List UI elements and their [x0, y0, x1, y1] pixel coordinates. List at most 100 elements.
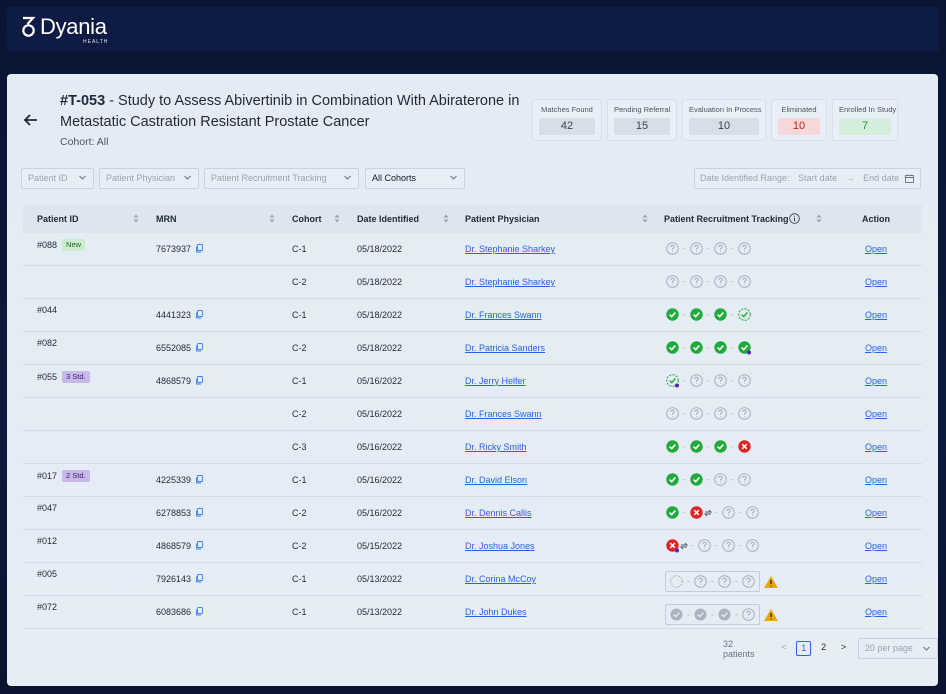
recruitment-tracking[interactable]: ---	[665, 604, 779, 625]
open-link[interactable]: Open	[865, 607, 888, 617]
sort-icon[interactable]	[269, 213, 275, 224]
completed-step-icon	[666, 341, 679, 354]
recruitment-tracking[interactable]: ---	[665, 307, 752, 322]
recruitment-tracking[interactable]: ---	[665, 406, 752, 421]
open-link[interactable]: Open	[865, 508, 888, 518]
col-physician[interactable]: Patient Physician	[465, 214, 540, 224]
step-separator: -	[735, 577, 738, 586]
pending-step-icon	[690, 242, 703, 255]
step-separator: -	[715, 541, 718, 550]
physician-link[interactable]: Dr. David Elson	[465, 475, 528, 485]
physician-link[interactable]: Dr. Ricky Smith	[465, 442, 527, 452]
physician-filter[interactable]: Patient Physician	[99, 168, 199, 189]
open-link[interactable]: Open	[865, 244, 888, 254]
tracking-box: ---	[665, 571, 760, 592]
copy-icon[interactable]	[195, 574, 203, 583]
info-icon[interactable]	[789, 213, 800, 224]
recruitment-tracking[interactable]: ---	[665, 505, 760, 520]
physician-link[interactable]: Dr. Corina McCoy	[465, 574, 537, 584]
start-date-input[interactable]: Start date	[798, 173, 838, 183]
cohort-cell: C-2	[292, 508, 307, 518]
sort-icon[interactable]	[443, 213, 449, 224]
chevron-down-icon	[450, 175, 457, 180]
sort-icon[interactable]	[133, 213, 139, 224]
recruitment-tracking[interactable]: ---	[665, 538, 760, 553]
physician-link[interactable]: Dr. Jerry Helfer	[465, 376, 526, 386]
col-cohort[interactable]: Cohort	[292, 214, 322, 224]
sort-icon[interactable]	[816, 213, 822, 224]
patient-id-cell: #044	[37, 305, 57, 315]
dyania-logo[interactable]: Dyania HEALTH	[21, 16, 107, 45]
recruitment-tracking[interactable]: ---	[665, 340, 752, 355]
col-date[interactable]: Date Identified	[357, 214, 420, 224]
recruitment-tracking[interactable]: ---	[665, 571, 779, 592]
physician-link[interactable]: Dr. Stephanie Sharkey	[465, 277, 556, 287]
copy-icon[interactable]	[195, 244, 203, 253]
stat-value: 15	[614, 118, 670, 135]
end-date-input[interactable]: End date	[863, 173, 900, 183]
step-separator: -	[707, 475, 710, 484]
physician-link[interactable]: Dr. John Dukes	[465, 607, 527, 617]
copy-icon[interactable]	[195, 508, 203, 517]
open-link[interactable]: Open	[865, 475, 888, 485]
open-link[interactable]: Open	[865, 541, 888, 551]
col-tracking[interactable]: Patient Recruitment Tracking	[664, 214, 789, 224]
cohort-select[interactable]: All Cohorts	[365, 168, 465, 189]
patient-id: #055	[37, 372, 58, 382]
physician-link[interactable]: Dr. Joshua Jones	[465, 541, 535, 551]
stat-card[interactable]: Pending Referral 15	[607, 99, 677, 141]
recruitment-tracking[interactable]: ---	[665, 472, 752, 487]
patient-id-cell: #005	[37, 569, 57, 579]
sort-icon[interactable]	[642, 213, 648, 224]
arrow-left-icon[interactable]	[23, 112, 39, 128]
page-1-button[interactable]: 1	[796, 641, 812, 656]
col-mrn[interactable]: MRN	[156, 214, 177, 224]
date-cell: 05/18/2022	[357, 277, 403, 287]
open-link[interactable]: Open	[865, 277, 888, 287]
stat-card[interactable]: Matches Found 42	[532, 99, 602, 141]
recruitment-tracking[interactable]: ---	[665, 373, 752, 388]
page-2-button[interactable]: 2	[821, 642, 827, 652]
table-row: #082 6552085 C-2 05/18/2022 Dr. Patricia…	[23, 332, 922, 365]
physician-link[interactable]: Dr. Frances Swann	[465, 310, 542, 320]
prev-page-button[interactable]: <	[781, 642, 787, 652]
open-link[interactable]: Open	[865, 574, 888, 584]
stat-card[interactable]: Evaluation In Process 10	[682, 99, 766, 141]
copy-icon[interactable]	[195, 607, 203, 616]
per-page-select[interactable]: 20 per page	[857, 638, 938, 659]
physician-link[interactable]: Dr. Patricia Sanders	[465, 343, 546, 353]
warning-icon[interactable]	[763, 575, 779, 589]
physician-link[interactable]: Dr. Dennis Callis	[465, 508, 532, 518]
physician-filter-label: Patient Physician	[106, 173, 176, 183]
stat-card[interactable]: Eliminated 10	[771, 99, 827, 141]
copy-icon[interactable]	[195, 343, 203, 352]
physician-link[interactable]: Dr. Stephanie Sharkey	[465, 244, 556, 254]
swap-icon	[680, 542, 688, 549]
copy-icon[interactable]	[195, 310, 203, 319]
warning-icon[interactable]	[763, 608, 779, 622]
table-row: #005 7926143 C-1 05/13/2022 Dr. Corina M…	[23, 563, 922, 596]
physician-link[interactable]: Dr. Frances Swann	[465, 409, 542, 419]
recruitment-tracking[interactable]: ---	[665, 439, 752, 454]
next-page-button[interactable]: >	[840, 642, 847, 652]
recruitment-tracking[interactable]: ---	[665, 241, 752, 256]
open-link[interactable]: Open	[865, 442, 888, 452]
patient-id-filter[interactable]: Patient ID	[21, 168, 94, 189]
copy-icon[interactable]	[195, 541, 203, 550]
dyania-logo-mark-icon	[22, 16, 36, 37]
step-separator: -	[683, 508, 686, 517]
open-link[interactable]: Open	[865, 376, 888, 386]
stat-card[interactable]: Enrolled In Study 7	[832, 99, 898, 141]
tracking-filter[interactable]: Patient Recruitment Tracking	[204, 168, 359, 189]
copy-icon[interactable]	[195, 475, 203, 484]
date-range-picker[interactable]: Date Identified Range: Start date → End …	[694, 168, 921, 189]
recruitment-tracking[interactable]: ---	[665, 274, 752, 289]
open-link[interactable]: Open	[865, 409, 888, 419]
col-patient-id[interactable]: Patient ID	[37, 214, 79, 224]
open-link[interactable]: Open	[865, 343, 888, 353]
copy-icon[interactable]	[195, 376, 203, 385]
open-link[interactable]: Open	[865, 310, 888, 320]
patients-table: Patient ID MRN Cohort Date Identified Pa…	[23, 205, 922, 629]
sort-icon[interactable]	[334, 213, 340, 224]
disabled-step-icon	[670, 608, 683, 621]
